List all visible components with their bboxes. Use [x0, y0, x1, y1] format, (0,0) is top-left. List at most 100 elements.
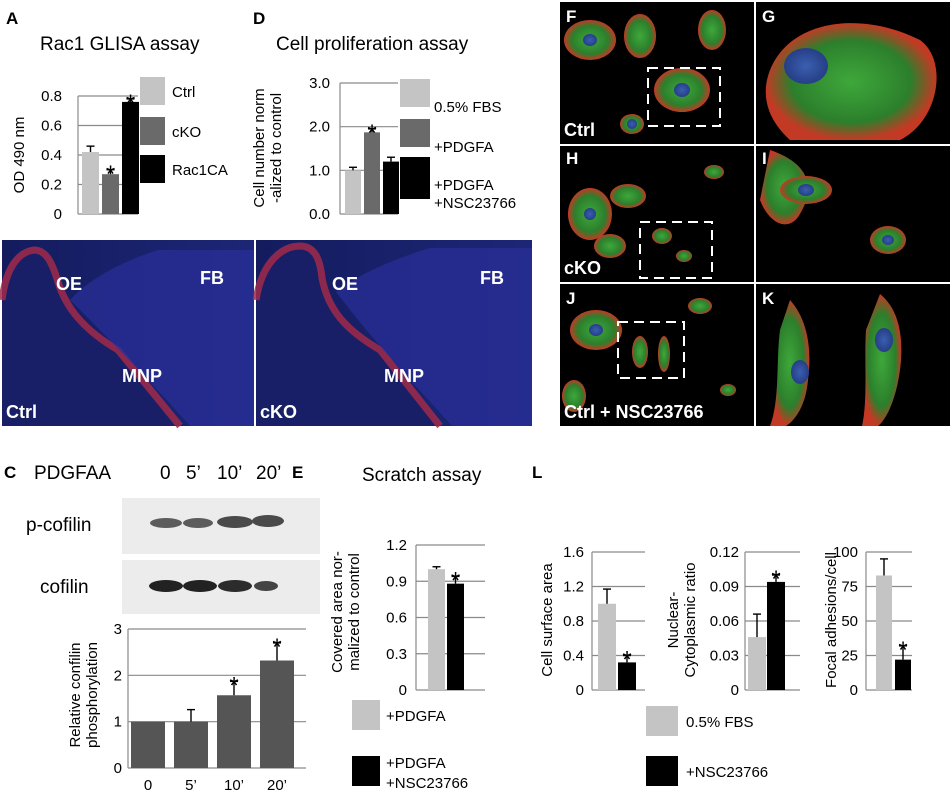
panel-label-l: L — [532, 463, 542, 482]
y-axis-label: phosphorylation — [84, 642, 101, 748]
y-axis-label: Cytoplasmic ratio — [682, 562, 699, 677]
x-tick-label: 0 — [144, 777, 152, 794]
bar — [383, 161, 399, 214]
c-blot-label-pcofilin: p-cofilin — [26, 515, 91, 536]
legend-swatch — [646, 756, 678, 786]
b-left-mnp-label: MNP — [122, 366, 162, 386]
panel-label-h: H — [566, 149, 578, 168]
y-axis-label: OD 490 nm — [11, 117, 28, 194]
legend-swatch — [400, 157, 430, 199]
y-tick-label: 0.6 — [386, 610, 407, 627]
image-h: H cKO — [560, 146, 754, 282]
legend-label: +NSC23766 — [386, 775, 468, 792]
chart-e-scratch-assay: 0 0.3 0.6 0.9 1.2 * Scratch assay Covered area … — [329, 465, 485, 792]
blot-p-cofilin — [122, 498, 320, 554]
legend-label: Ctrl — [172, 84, 195, 101]
legend-swatch — [352, 756, 380, 786]
y-tick-label: 1 — [114, 714, 122, 731]
j-condition-label: Ctrl + NSC23766 — [564, 402, 704, 422]
b-left-fb-label: FB — [200, 268, 224, 288]
bar — [364, 132, 380, 214]
y-axis-label: Cell surface area — [539, 563, 556, 677]
x-tick-label: 5’ — [185, 777, 197, 794]
legend-swatch — [140, 117, 165, 145]
b-right-fb-label: FB — [480, 268, 504, 288]
y-axis-label: -alized to control — [268, 93, 285, 203]
legend-label: cKO — [172, 124, 201, 141]
b-left-condition-label: Ctrl — [6, 402, 37, 422]
bar — [618, 662, 636, 690]
legend-swatch — [400, 119, 430, 147]
legend-label: +PDGFA — [434, 177, 494, 194]
y-tick-label: 25 — [841, 648, 858, 665]
y-tick-label: 1.6 — [563, 544, 584, 561]
x-tick-label: 20’ — [267, 777, 287, 794]
y-tick-label: 0.8 — [563, 613, 584, 630]
panel-label-a: A — [6, 9, 18, 28]
image-i: I — [756, 146, 950, 282]
panel-label-e: E — [292, 463, 303, 482]
bar — [428, 569, 445, 690]
chart-d-proliferation: 0.0 1.0 2.0 3.0 * Cell proliferation assay Cel… — [251, 34, 516, 223]
b-right-mnp-label: MNP — [384, 366, 424, 386]
chart-title: Scratch assay — [362, 465, 482, 486]
panel-label-j: J — [566, 289, 575, 308]
significance-star: * — [367, 120, 376, 147]
significance-star: * — [451, 567, 460, 594]
x-tick-label: 10’ — [224, 777, 244, 794]
image-k: K — [756, 284, 950, 426]
chart-l-cell-surface-area: 0 0.4 0.8 1.2 1.6 * Cell surface area 0.5% FBS +… — [539, 544, 768, 786]
y-tick-label: 1.0 — [309, 162, 330, 179]
f-condition-label: Ctrl — [564, 120, 595, 140]
bar — [217, 695, 251, 768]
significance-star: * — [771, 566, 780, 593]
y-axis-label: Focal adhesions/cell — [823, 552, 840, 688]
legend-label: +PDGFA — [386, 708, 446, 725]
bar — [82, 152, 99, 214]
bar — [131, 721, 165, 768]
panel-label-k: K — [762, 289, 775, 308]
significance-star: * — [898, 637, 907, 664]
image-j: J Ctrl + NSC23766 — [560, 284, 754, 426]
y-tick-label: 0.0 — [309, 206, 330, 223]
y-tick-label: 0 — [114, 760, 122, 777]
panel-label-f: F — [566, 7, 576, 26]
significance-star: * — [229, 672, 238, 699]
y-tick-label: 0 — [54, 206, 62, 223]
panel-label-c: C — [4, 463, 16, 482]
bar — [102, 174, 119, 214]
legend-label: Rac1CA — [172, 162, 228, 179]
y-tick-label: 3 — [114, 621, 122, 638]
y-axis-label: malized to control — [346, 553, 363, 671]
y-tick-label: 2.0 — [309, 119, 330, 136]
legend-label: 0.5% FBS — [434, 99, 502, 116]
y-tick-label: 0 — [576, 682, 584, 699]
legend-label: 0.5% FBS — [686, 714, 754, 731]
y-tick-label: 0.4 — [563, 648, 584, 665]
significance-star: * — [126, 90, 135, 117]
b-right-condition-label: cKO — [260, 402, 297, 422]
chart-l-nuclear-cytoplasmic-ratio: 0 0.03 0.06 0.09 0.12 * Nuclear- Cytoplasmic ra… — [665, 544, 800, 699]
y-tick-label: 100 — [833, 544, 858, 561]
y-tick-label: 0.2 — [41, 177, 62, 194]
bar — [122, 101, 139, 214]
significance-star: * — [272, 634, 281, 661]
y-tick-label: 0.6 — [41, 118, 62, 135]
c-time-10: 10’ — [217, 463, 242, 484]
y-tick-label: 50 — [841, 613, 858, 630]
significance-star: * — [106, 161, 115, 188]
y-tick-label: 0 — [731, 682, 739, 699]
c-time-5: 5’ — [186, 463, 201, 484]
b-left-oe-label: OE — [56, 274, 82, 294]
y-axis-label: Cell number norm — [251, 88, 268, 207]
legend-swatch — [352, 700, 380, 730]
y-tick-label: 0.06 — [710, 613, 739, 630]
image-g: G — [756, 2, 950, 144]
bar — [260, 660, 294, 768]
y-axis-label: Relative confilin — [67, 642, 84, 747]
y-tick-label: 0.8 — [41, 88, 62, 105]
panel-label-d: D — [253, 9, 265, 28]
c-time-0: 0 — [160, 463, 171, 484]
panel-label-g: G — [762, 7, 775, 26]
